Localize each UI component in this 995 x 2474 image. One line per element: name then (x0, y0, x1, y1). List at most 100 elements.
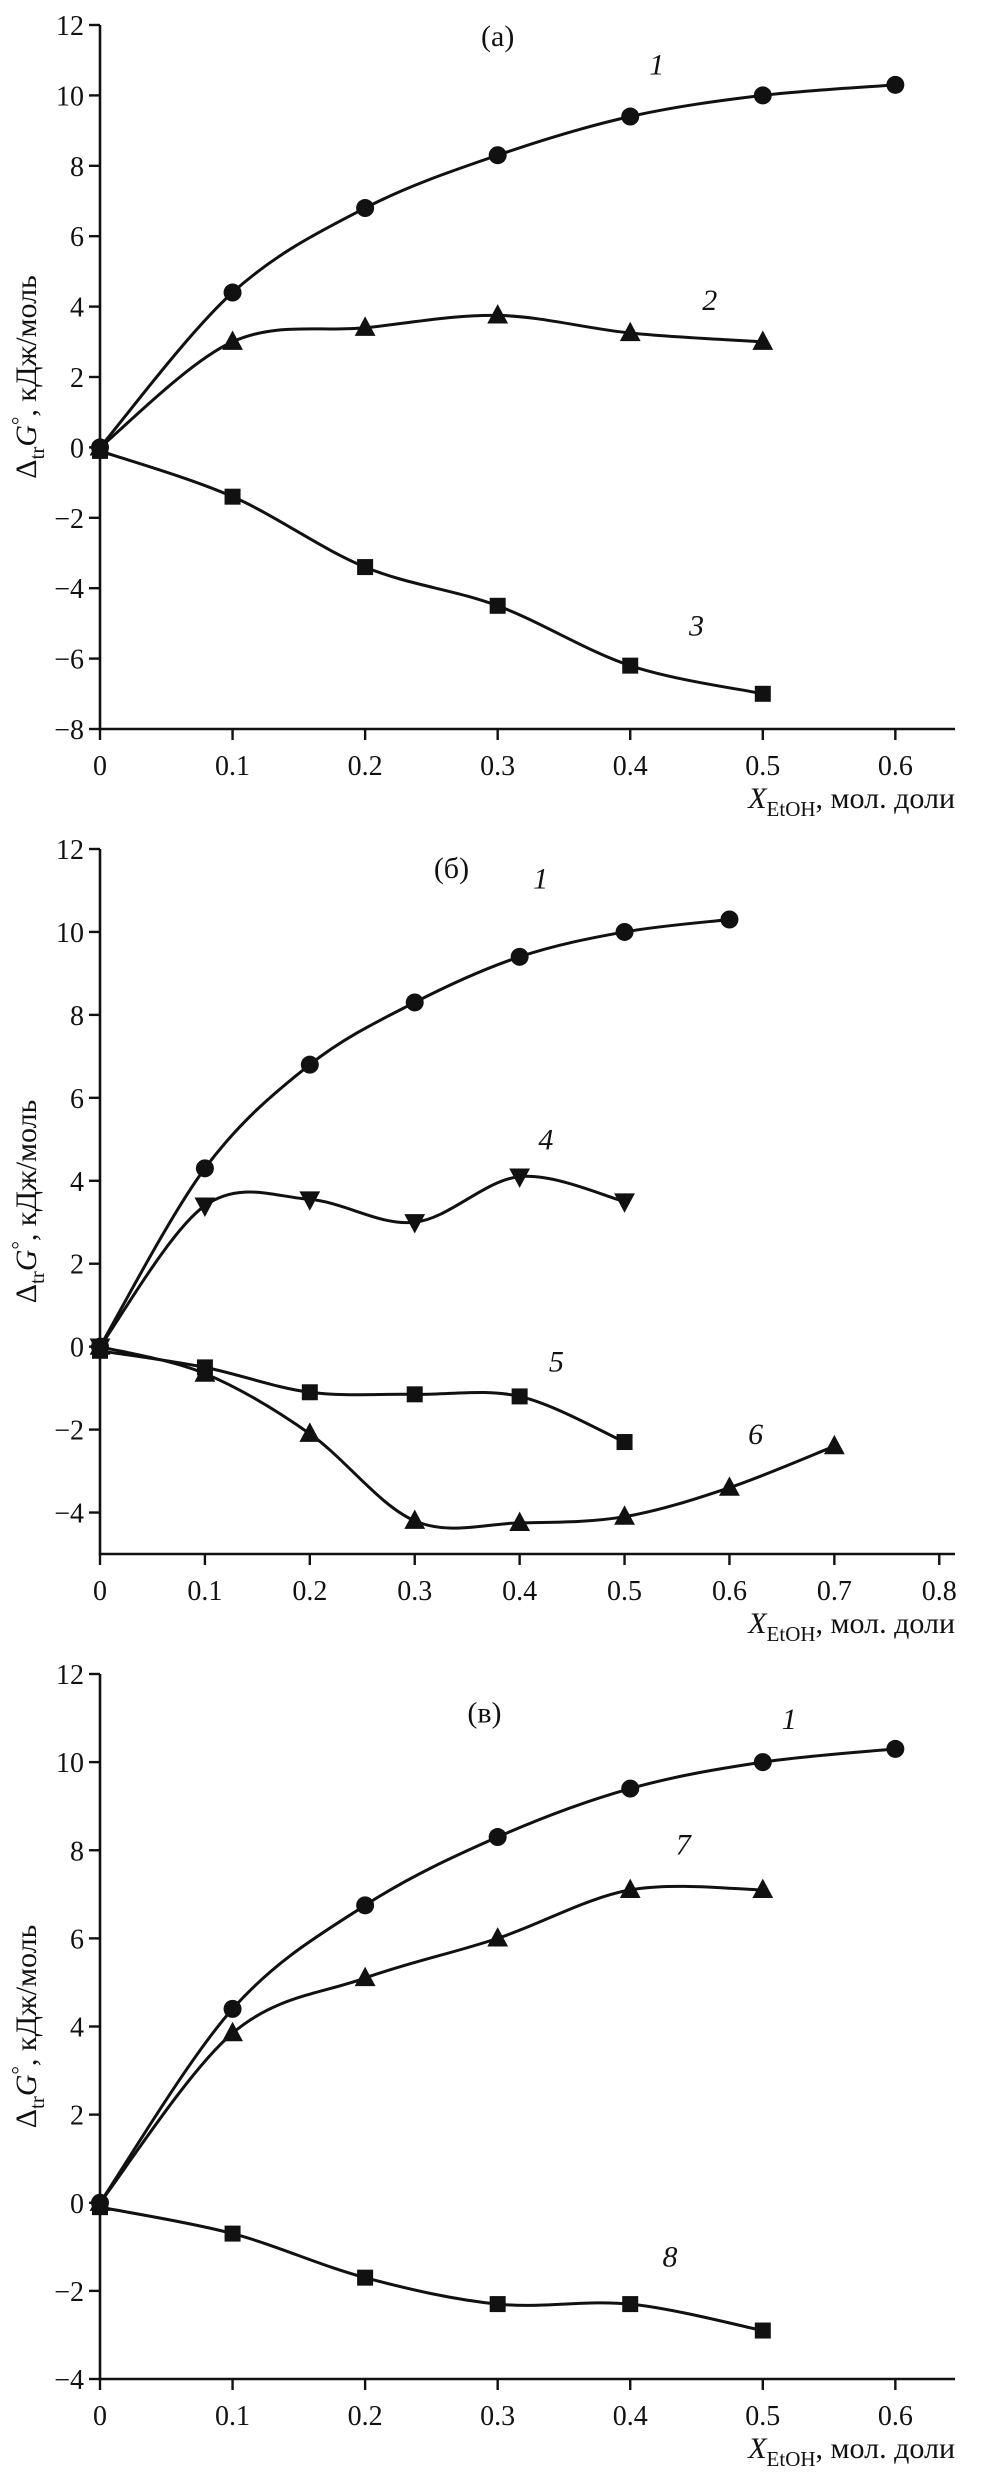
series-1-marker (405, 993, 424, 1012)
series-1-marker (300, 1055, 319, 1074)
series-1-marker (753, 86, 772, 105)
x-tick-label: 0.6 (878, 2401, 913, 2432)
y-tick-label: 4 (70, 293, 84, 324)
panel-label: (а) (481, 20, 514, 53)
series-7-marker (752, 1878, 774, 1899)
x-tick-label: 0 (93, 751, 107, 782)
x-tick-label: 0.6 (878, 751, 913, 782)
series-6-marker (404, 1509, 426, 1529)
series-3-marker (489, 597, 506, 614)
series-6-marker (299, 1422, 321, 1442)
x-axis-label: XEtOH, мол. доли (747, 1607, 955, 1646)
y-tick-label: 2 (70, 363, 84, 394)
series-8-marker (224, 2225, 241, 2242)
series-7-marker (222, 2021, 243, 2042)
series-1-marker (356, 1896, 375, 1915)
series-7-marker (619, 1878, 641, 1899)
x-tick-label: 0.3 (480, 2401, 515, 2432)
series-3-marker (754, 685, 771, 702)
series-5-marker (616, 1434, 633, 1451)
chart-panel-a: 0 0.1 0.2 0.3 0.4 0.5 0.6−8−6−4−2024681012123(… (7, 11, 955, 821)
y-tick-label: 12 (56, 1660, 84, 1691)
series-1-label: 1 (649, 48, 664, 81)
x-axis-label: XEtOH, мол. доли (747, 782, 955, 821)
series-8-curve (98, 2205, 765, 2333)
series-2-marker (222, 330, 243, 350)
series-8-label: 8 (663, 2241, 678, 2274)
series-1-marker (488, 146, 507, 165)
y-axis-label: ΔtrG°, кДж/моль (7, 1925, 49, 2129)
series-2-curve (98, 313, 765, 449)
y-tick-label: 0 (70, 1333, 84, 1364)
y-tick-label: 10 (56, 1748, 84, 1779)
series-7-curve (98, 1884, 765, 2205)
axes (98, 25, 955, 731)
series-1-label: 1 (782, 1703, 797, 1736)
series-3-curve (98, 449, 765, 696)
series-8-marker (489, 2296, 506, 2313)
series-1-label: 1 (533, 862, 548, 895)
series-6-marker (823, 1434, 845, 1455)
series-6-curve (98, 1345, 836, 1530)
series-1-marker (223, 283, 242, 302)
y-tick-label: 2 (70, 1250, 84, 1281)
axes (98, 1674, 955, 2381)
series-4-marker (194, 1197, 216, 1217)
series-1-marker (886, 75, 905, 94)
series-1-marker (195, 1159, 214, 1178)
series-3-marker (357, 559, 374, 576)
x-tick-label: 0.6 (712, 1576, 747, 1607)
x-tick-label: 0.1 (215, 2401, 250, 2432)
series-3-label: 3 (688, 610, 704, 643)
series-4-curve (98, 1174, 627, 1349)
series-5-marker (301, 1384, 318, 1401)
y-tick-label: −2 (54, 504, 84, 535)
y-tick-label: 2 (70, 2101, 84, 2132)
y-tick-label: −8 (54, 715, 84, 746)
x-tick-label: 0.1 (215, 751, 250, 782)
x-tick-label: 0.7 (817, 1576, 852, 1607)
x-tick-label: 0 (93, 1576, 107, 1607)
y-axis-label: ΔtrG°, кДж/моль (7, 1100, 49, 1304)
series-1-marker (720, 910, 739, 929)
series-1-marker (886, 1739, 905, 1758)
x-tick-label: 0.2 (348, 2401, 383, 2432)
x-tick-label: 0.8 (922, 1576, 957, 1607)
series-1-marker (753, 1753, 772, 1772)
y-tick-label: 10 (56, 918, 84, 949)
y-tick-label: 4 (70, 2013, 84, 2044)
x-tick-label: 0.5 (745, 751, 780, 782)
series-6-marker (509, 1511, 531, 1531)
x-tick-label: 0.4 (613, 2401, 648, 2432)
panel-label: (в) (467, 1696, 501, 1729)
series-6-label: 6 (748, 1418, 763, 1451)
series-5-marker (511, 1388, 528, 1405)
y-tick-label: 8 (70, 1001, 84, 1032)
y-tick-label: 8 (70, 1836, 84, 1867)
series-1-marker (223, 1999, 242, 2018)
y-tick-label: 4 (70, 1167, 84, 1198)
series-1-marker (615, 922, 634, 941)
series-5-label: 5 (549, 1346, 564, 1379)
series-1-marker (510, 947, 529, 966)
y-tick-label: 0 (70, 433, 84, 464)
y-tick-label: −6 (54, 645, 84, 676)
y-tick-label: 0 (70, 2189, 84, 2220)
series-8-marker (357, 2269, 374, 2286)
chart-panel-b: 0 0.1 0.2 0.3 0.4 0.5 0.6 0.7 0.8−4−202468101214… (7, 835, 957, 1646)
y-tick-label: 10 (56, 81, 84, 112)
x-tick-label: 0.1 (187, 1576, 222, 1607)
series-4-marker (299, 1191, 321, 1211)
y-tick-label: 8 (70, 152, 84, 183)
series-4-marker (404, 1214, 426, 1234)
series-3-marker (622, 657, 639, 674)
chart-panel-v: 0 0.1 0.2 0.3 0.4 0.5 0.6 −4 −2 0 2 4 6 8 10 12 1 7 8 (в) Δt… (7, 1660, 955, 2471)
y-tick-label: 12 (56, 11, 84, 42)
series-5-marker (406, 1386, 423, 1403)
y-tick-label: −2 (54, 1416, 84, 1447)
series-1-curve (98, 918, 731, 1349)
series-4-marker (614, 1193, 635, 1213)
series-2-marker (487, 304, 509, 324)
series-2-marker (354, 316, 376, 336)
